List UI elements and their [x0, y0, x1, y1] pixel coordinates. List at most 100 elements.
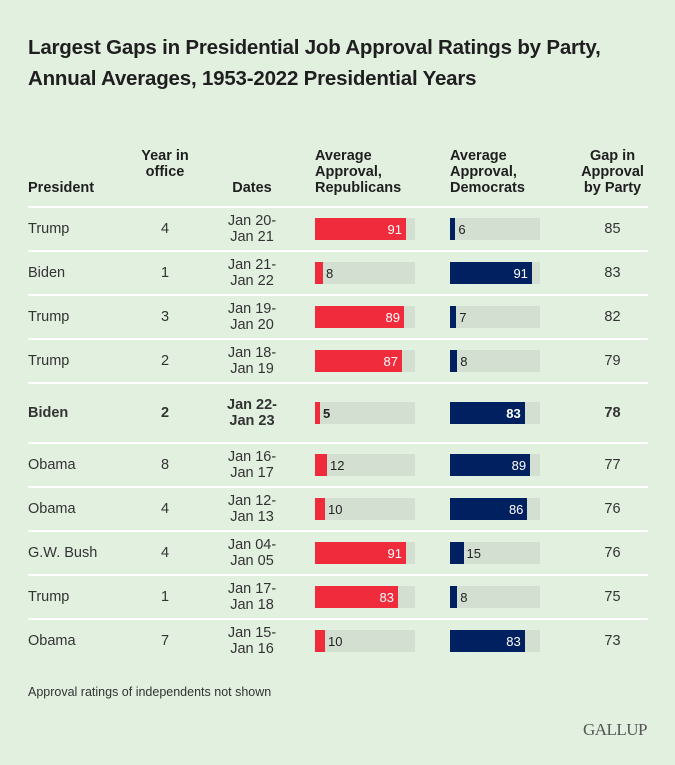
dates-cell: Jan 15-Jan 16 [220, 620, 284, 662]
dates-cell: Jan 21-Jan 22 [220, 252, 284, 294]
republican-bar-track: 83 [315, 586, 415, 608]
gallup-logo: GALLUP [582, 720, 648, 739]
dates-cell: Jan 16-Jan 17 [220, 444, 284, 486]
republican-bar-label: 91 [387, 545, 402, 561]
republican-bar-label: 10 [328, 501, 343, 517]
republican-approval-cell: 10 [315, 488, 415, 530]
gap-cell: 78 [604, 405, 621, 421]
democrat-bar-track: 8 [450, 350, 540, 372]
democrat-approval-cell: 86 [450, 488, 540, 530]
year-cell: 3 [160, 309, 170, 325]
republican-bar [315, 262, 323, 284]
dates-text: Jan 22-Jan 23 [227, 397, 277, 429]
gap-cell: 73 [604, 633, 621, 649]
republican-bar [315, 218, 406, 240]
year-cell: 4 [160, 545, 170, 561]
democrat-approval-cell: 8 [450, 576, 540, 618]
gap-cell: 76 [604, 501, 621, 517]
republican-bar-label: 8 [326, 265, 334, 281]
democrat-bar-label: 8 [460, 353, 468, 369]
header-president: President [28, 180, 95, 196]
democrat-bar-label: 6 [458, 221, 466, 237]
democrat-bar-track: 89 [450, 454, 540, 476]
year-cell: 1 [160, 265, 170, 281]
democrat-bar [450, 454, 531, 476]
democrat-bar-label: 89 [511, 457, 527, 473]
table-row: Trump 2 Jan 18-Jan 19 87 8 79 [28, 340, 648, 382]
dates-text: Jan 21-Jan 22 [227, 257, 277, 289]
dates-text: Jan 12-Jan 13 [227, 493, 277, 525]
democrat-bar [450, 306, 457, 328]
democrat-approval-cell: 89 [450, 444, 540, 486]
republican-bar-track: 8 [315, 262, 415, 284]
republican-bar-track: 89 [315, 306, 415, 328]
democrat-bar-label: 83 [506, 405, 521, 421]
gap-cell: 76 [604, 545, 621, 561]
row-divider [28, 294, 648, 296]
dates-cell: Jan 12-Jan 13 [220, 488, 284, 530]
gap-cell: 82 [604, 309, 621, 325]
republican-bar [315, 402, 320, 424]
republican-bar [315, 586, 398, 608]
year-cell: 4 [160, 501, 170, 517]
democrat-approval-cell: 83 [450, 620, 540, 662]
year-cell: 8 [160, 457, 170, 473]
gap-cell: 83 [604, 265, 621, 281]
democrat-approval-cell: 15 [450, 532, 540, 574]
president-cell: Trump [28, 589, 70, 605]
dates-text: Jan 16-Jan 17 [227, 449, 277, 481]
president-cell: Obama [28, 457, 76, 473]
table-row: G.W. Bush 4 Jan 04-Jan 05 91 15 76 [28, 532, 648, 574]
democrat-bar-label: 86 [508, 501, 524, 517]
header-year-in-office: Year in office [141, 148, 189, 180]
democrat-approval-cell: 6 [450, 208, 540, 250]
dates-text: Jan 19-Jan 20 [227, 301, 277, 333]
democrat-bar [450, 498, 528, 520]
republican-bar-label: 89 [385, 309, 400, 325]
table-row: Obama 8 Jan 16-Jan 17 12 89 77 [28, 444, 648, 486]
gap-cell: 75 [604, 589, 621, 605]
header-democrats: Average Approval, Democrats [450, 148, 525, 196]
democrat-bar [450, 586, 458, 608]
dates-cell: Jan 20-Jan 21 [220, 208, 284, 250]
table-row: Biden 2 Jan 22-Jan 23 5 83 78 [28, 384, 648, 442]
democrat-bar-track: 91 [450, 262, 540, 284]
democrat-bar-label: 83 [506, 633, 521, 649]
republican-approval-cell: 91 [315, 532, 415, 574]
democrat-bar [450, 218, 456, 240]
header-republicans: Average Approval, Republicans [315, 148, 402, 196]
republican-approval-cell: 10 [315, 620, 415, 662]
president-cell: Obama [28, 501, 76, 517]
dates-cell: Jan 18-Jan 19 [220, 340, 284, 382]
republican-bar-label: 5 [323, 405, 331, 421]
president-cell: Trump [28, 221, 70, 237]
dates-cell: Jan 22-Jan 23 [220, 384, 284, 442]
dates-text: Jan 15-Jan 16 [227, 625, 277, 657]
chart-title: Largest Gaps in Presidential Job Approva… [28, 36, 601, 90]
header-gap: Gap in Approval by Party [581, 148, 644, 196]
republican-bar [315, 630, 325, 652]
republican-approval-cell: 12 [315, 444, 415, 486]
republican-bar [315, 306, 404, 328]
row-divider [28, 486, 648, 488]
democrat-bar-label: 15 [466, 545, 481, 561]
republican-bar-label: 10 [328, 633, 343, 649]
democrat-bar-label: 91 [513, 265, 528, 281]
gap-cell: 85 [604, 221, 621, 237]
dates-cell: Jan 19-Jan 20 [220, 296, 284, 338]
republican-bar-label: 12 [330, 457, 345, 473]
header-dates: Dates [232, 180, 272, 196]
table-row: Trump 1 Jan 17-Jan 18 83 8 75 [28, 576, 648, 618]
republican-approval-cell: 8 [315, 252, 415, 294]
democrat-bar [450, 542, 464, 564]
year-cell: 1 [160, 589, 170, 605]
democrat-bar-track: 86 [450, 498, 540, 520]
democrat-bar [450, 350, 458, 372]
year-cell: 2 [160, 353, 170, 369]
democrat-approval-cell: 8 [450, 340, 540, 382]
republican-bar-label: 87 [383, 353, 398, 369]
row-divider [28, 530, 648, 532]
democrat-bar-track: 83 [450, 402, 540, 424]
republican-approval-cell: 5 [315, 384, 415, 442]
democrat-bar-label: 8 [460, 589, 468, 605]
